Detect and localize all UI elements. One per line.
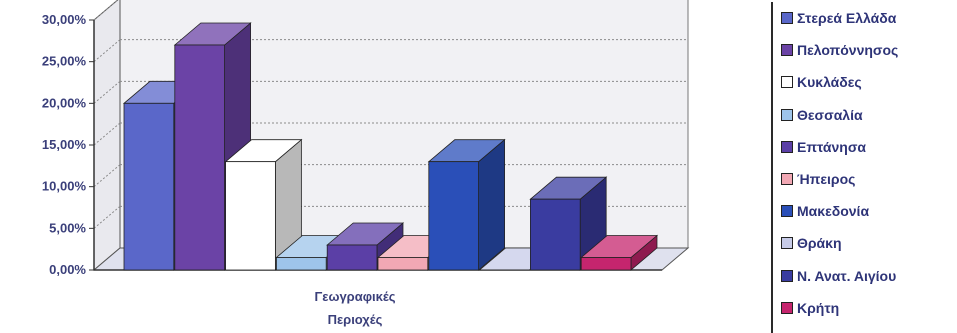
x-axis-label-line-1: Γεωγραφικές bbox=[314, 289, 395, 304]
gridline-side bbox=[93, 39, 121, 63]
legend-item: Μακεδονία bbox=[781, 203, 869, 219]
bar-front bbox=[326, 244, 378, 271]
bar bbox=[427, 138, 506, 271]
legend-item: Θεσσαλία bbox=[781, 107, 863, 123]
gridline-side bbox=[93, 0, 119, 21]
legend-item: Στερεά Ελλάδα bbox=[781, 10, 896, 26]
gridline-side bbox=[93, 164, 121, 188]
legend-item: Πελοπόννησος bbox=[781, 42, 898, 58]
bar-front bbox=[174, 44, 225, 271]
x-axis-label-line-2: Περιοχές bbox=[328, 312, 383, 327]
legend-swatch bbox=[781, 12, 793, 24]
bar-front bbox=[530, 198, 581, 271]
legend: Στερεά Ελλάδα Πελοπόννησος Κυκλάδες Θεσσαλί… bbox=[771, 2, 957, 333]
legend-swatch bbox=[781, 173, 793, 185]
y-tick-label: 0,00% bbox=[49, 262, 86, 277]
legend-item: Θράκη bbox=[781, 235, 842, 251]
bar bbox=[224, 138, 303, 271]
gridline-side bbox=[93, 80, 121, 104]
bar-front bbox=[123, 102, 175, 271]
legend-swatch bbox=[781, 269, 793, 282]
bars bbox=[122, 22, 659, 271]
legend-label: Στερεά Ελλάδα bbox=[797, 10, 897, 26]
legend-item: Ν. Ανατ. Αιγίου bbox=[781, 268, 896, 284]
bar bbox=[580, 234, 659, 271]
legend-swatch bbox=[781, 140, 793, 153]
y-tick-label: 20,00% bbox=[42, 95, 87, 110]
legend-swatch bbox=[781, 237, 793, 250]
bar-front bbox=[428, 161, 479, 271]
bar-front bbox=[225, 161, 276, 271]
legend-item: Κρήτη bbox=[781, 300, 839, 316]
bar bbox=[173, 22, 252, 271]
y-tick-label: 5,00% bbox=[49, 220, 86, 235]
legend-label: Θράκη bbox=[797, 235, 842, 252]
bar-side bbox=[478, 138, 505, 271]
legend-label: Κρήτη bbox=[797, 299, 840, 316]
legend-swatch bbox=[781, 76, 793, 89]
legend-swatch bbox=[781, 205, 793, 218]
legend-swatch bbox=[781, 301, 793, 314]
y-tick-label: 10,00% bbox=[42, 179, 87, 194]
legend-label: Θεσσαλία bbox=[797, 106, 863, 123]
legend-label: Ν. Ανατ. Αιγίου bbox=[797, 267, 897, 284]
gridline-side bbox=[93, 205, 121, 229]
bar-front bbox=[275, 257, 327, 271]
bar-chart: 0,00% 5,00% 10,00% 15,00% 20,00% 25,00% 30,00%… bbox=[42, 0, 690, 327]
legend-label: Κυκλάδες bbox=[797, 74, 862, 91]
y-tick-label: 15,00% bbox=[42, 137, 87, 152]
legend-swatch bbox=[781, 44, 793, 57]
legend-label: Μακεδονία bbox=[797, 203, 870, 220]
legend-item: Κυκλάδες bbox=[781, 74, 862, 90]
legend-label: Ήπειρος bbox=[797, 171, 856, 187]
legend-label: Πελοπόννησος bbox=[797, 42, 899, 59]
legend-swatch bbox=[781, 108, 793, 121]
legend-item: Επτάνησα bbox=[781, 139, 866, 155]
side-wall bbox=[93, 0, 121, 272]
bar-front bbox=[377, 257, 429, 271]
legend-item: Ήπειρος bbox=[781, 171, 855, 187]
y-tick-label: 30,00% bbox=[42, 12, 87, 27]
gridline-side bbox=[93, 122, 121, 146]
y-tick-labels: 0,00% 5,00% 10,00% 15,00% 20,00% 25,00% 30,00% bbox=[42, 12, 87, 277]
legend-label: Επτάνησα bbox=[797, 138, 867, 155]
bar-front bbox=[580, 257, 632, 271]
y-tick-label: 25,00% bbox=[42, 54, 87, 69]
bar bbox=[529, 176, 608, 271]
